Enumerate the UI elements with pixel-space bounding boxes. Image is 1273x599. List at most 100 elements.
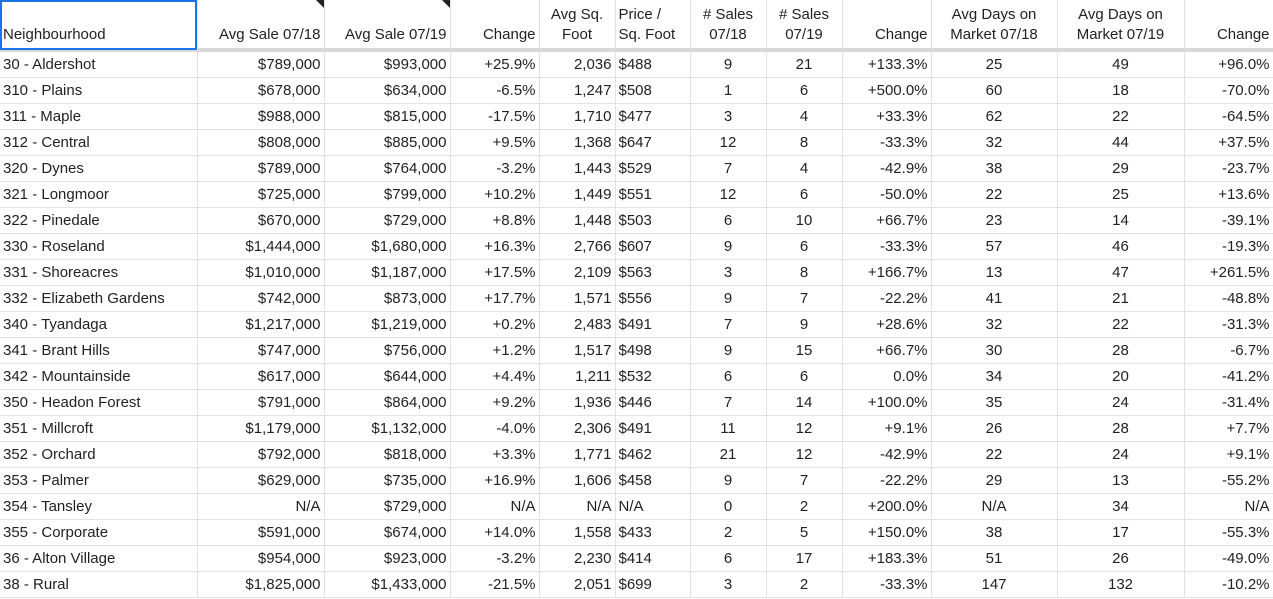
cell-days-on-market-0719[interactable]: 46 bbox=[1057, 233, 1185, 260]
cell-avg-sale-0719[interactable]: $1,433,000 bbox=[324, 571, 451, 598]
cell-days-on-market-0718[interactable]: 147 bbox=[931, 571, 1058, 598]
cell-avg-sale-0719[interactable]: $815,000 bbox=[324, 103, 451, 130]
cell-price-per-sq-foot[interactable]: N/A bbox=[615, 493, 691, 520]
header-avg-sale-0719[interactable]: Avg Sale 07/19 bbox=[324, 0, 451, 52]
cell-sales-count-0718[interactable]: 0 bbox=[690, 493, 767, 520]
cell-days-on-market-0718[interactable]: 51 bbox=[931, 545, 1058, 572]
cell-price-per-sq-foot[interactable]: $477 bbox=[615, 103, 691, 130]
cell-sale-change[interactable]: +8.8% bbox=[450, 207, 540, 234]
cell-avg-sale-0719[interactable]: $1,132,000 bbox=[324, 415, 451, 442]
cell-avg-sq-foot[interactable]: 1,211 bbox=[539, 363, 616, 390]
cell-neighbourhood[interactable]: 340 - Tyandaga bbox=[0, 311, 198, 338]
cell-sales-count-0718[interactable]: 7 bbox=[690, 155, 767, 182]
cell-days-on-market-0718[interactable]: 32 bbox=[931, 129, 1058, 156]
cell-avg-sale-0718[interactable]: $1,825,000 bbox=[197, 571, 325, 598]
cell-avg-sale-0719[interactable]: $1,219,000 bbox=[324, 311, 451, 338]
cell-avg-sq-foot[interactable]: 1,771 bbox=[539, 441, 616, 468]
cell-neighbourhood[interactable]: 330 - Roseland bbox=[0, 233, 198, 260]
cell-avg-sale-0719[interactable]: $764,000 bbox=[324, 155, 451, 182]
cell-days-on-market-change[interactable]: -55.3% bbox=[1184, 519, 1273, 546]
cell-days-on-market-0719[interactable]: 24 bbox=[1057, 441, 1185, 468]
cell-price-per-sq-foot[interactable]: $414 bbox=[615, 545, 691, 572]
cell-days-on-market-0718[interactable]: 38 bbox=[931, 155, 1058, 182]
cell-days-on-market-0718[interactable]: 41 bbox=[931, 285, 1058, 312]
cell-sales-count-change[interactable]: -33.3% bbox=[842, 233, 932, 260]
cell-sales-count-change[interactable]: +500.0% bbox=[842, 77, 932, 104]
cell-price-per-sq-foot[interactable]: $491 bbox=[615, 415, 691, 442]
cell-avg-sq-foot[interactable]: 1,247 bbox=[539, 77, 616, 104]
cell-avg-sale-0719[interactable]: $1,680,000 bbox=[324, 233, 451, 260]
cell-sales-count-change[interactable]: +200.0% bbox=[842, 493, 932, 520]
cell-days-on-market-0719[interactable]: 21 bbox=[1057, 285, 1185, 312]
cell-sale-change[interactable]: +17.7% bbox=[450, 285, 540, 312]
cell-avg-sale-0719[interactable]: $799,000 bbox=[324, 181, 451, 208]
cell-avg-sq-foot[interactable]: 1,448 bbox=[539, 207, 616, 234]
cell-sales-count-0719[interactable]: 2 bbox=[766, 571, 843, 598]
cell-days-on-market-0718[interactable]: 26 bbox=[931, 415, 1058, 442]
cell-days-on-market-change[interactable]: +7.7% bbox=[1184, 415, 1273, 442]
cell-price-per-sq-foot[interactable]: $433 bbox=[615, 519, 691, 546]
cell-neighbourhood[interactable]: 331 - Shoreacres bbox=[0, 259, 198, 286]
cell-neighbourhood[interactable]: 311 - Maple bbox=[0, 103, 198, 130]
cell-sales-count-0719[interactable]: 7 bbox=[766, 467, 843, 494]
cell-sales-count-0719[interactable]: 9 bbox=[766, 311, 843, 338]
cell-sales-count-0718[interactable]: 9 bbox=[690, 285, 767, 312]
cell-avg-sq-foot[interactable]: 2,483 bbox=[539, 311, 616, 338]
cell-days-on-market-0719[interactable]: 34 bbox=[1057, 493, 1185, 520]
cell-sales-count-change[interactable]: -50.0% bbox=[842, 181, 932, 208]
cell-sales-count-0718[interactable]: 12 bbox=[690, 129, 767, 156]
cell-avg-sale-0719[interactable]: $735,000 bbox=[324, 467, 451, 494]
cell-sales-count-0719[interactable]: 2 bbox=[766, 493, 843, 520]
cell-sales-count-change[interactable]: +66.7% bbox=[842, 207, 932, 234]
cell-neighbourhood[interactable]: 332 - Elizabeth Gardens bbox=[0, 285, 198, 312]
cell-days-on-market-0719[interactable]: 22 bbox=[1057, 311, 1185, 338]
cell-sale-change[interactable]: +10.2% bbox=[450, 181, 540, 208]
cell-sales-count-0719[interactable]: 6 bbox=[766, 233, 843, 260]
cell-sales-count-0718[interactable]: 6 bbox=[690, 545, 767, 572]
cell-days-on-market-change[interactable]: -39.1% bbox=[1184, 207, 1273, 234]
cell-price-per-sq-foot[interactable]: $503 bbox=[615, 207, 691, 234]
cell-sales-count-0718[interactable]: 2 bbox=[690, 519, 767, 546]
cell-avg-sale-0719[interactable]: $729,000 bbox=[324, 493, 451, 520]
cell-avg-sale-0718[interactable]: $792,000 bbox=[197, 441, 325, 468]
cell-sales-count-change[interactable]: -42.9% bbox=[842, 441, 932, 468]
cell-days-on-market-0719[interactable]: 14 bbox=[1057, 207, 1185, 234]
cell-neighbourhood[interactable]: 353 - Palmer bbox=[0, 467, 198, 494]
cell-days-on-market-0718[interactable]: 13 bbox=[931, 259, 1058, 286]
cell-avg-sale-0718[interactable]: $808,000 bbox=[197, 129, 325, 156]
cell-sales-count-0719[interactable]: 12 bbox=[766, 415, 843, 442]
cell-sales-count-0718[interactable]: 11 bbox=[690, 415, 767, 442]
cell-neighbourhood[interactable]: 354 - Tansley bbox=[0, 493, 198, 520]
cell-sale-change[interactable]: +17.5% bbox=[450, 259, 540, 286]
cell-price-per-sq-foot[interactable]: $551 bbox=[615, 181, 691, 208]
cell-days-on-market-change[interactable]: -10.2% bbox=[1184, 571, 1273, 598]
cell-neighbourhood[interactable]: 36 - Alton Village bbox=[0, 545, 198, 572]
cell-days-on-market-0719[interactable]: 25 bbox=[1057, 181, 1185, 208]
cell-sales-count-0719[interactable]: 17 bbox=[766, 545, 843, 572]
cell-days-on-market-0718[interactable]: 32 bbox=[931, 311, 1058, 338]
cell-days-on-market-0719[interactable]: 17 bbox=[1057, 519, 1185, 546]
cell-avg-sq-foot[interactable]: 2,766 bbox=[539, 233, 616, 260]
cell-days-on-market-0718[interactable]: 35 bbox=[931, 389, 1058, 416]
cell-avg-sale-0718[interactable]: N/A bbox=[197, 493, 325, 520]
cell-avg-sq-foot[interactable]: 2,306 bbox=[539, 415, 616, 442]
cell-price-per-sq-foot[interactable]: $699 bbox=[615, 571, 691, 598]
cell-avg-sq-foot[interactable]: 1,571 bbox=[539, 285, 616, 312]
cell-avg-sale-0718[interactable]: $591,000 bbox=[197, 519, 325, 546]
cell-price-per-sq-foot[interactable]: $498 bbox=[615, 337, 691, 364]
cell-neighbourhood[interactable]: 351 - Millcroft bbox=[0, 415, 198, 442]
cell-sale-change[interactable]: +16.9% bbox=[450, 467, 540, 494]
cell-price-per-sq-foot[interactable]: $563 bbox=[615, 259, 691, 286]
cell-days-on-market-0719[interactable]: 13 bbox=[1057, 467, 1185, 494]
cell-days-on-market-change[interactable]: -31.4% bbox=[1184, 389, 1273, 416]
cell-sale-change[interactable]: +9.5% bbox=[450, 129, 540, 156]
cell-days-on-market-0718[interactable]: 34 bbox=[931, 363, 1058, 390]
cell-sales-count-0718[interactable]: 3 bbox=[690, 259, 767, 286]
cell-avg-sq-foot[interactable]: 2,109 bbox=[539, 259, 616, 286]
cell-sales-count-0719[interactable]: 7 bbox=[766, 285, 843, 312]
cell-sales-count-0719[interactable]: 4 bbox=[766, 155, 843, 182]
cell-sale-change[interactable]: -3.2% bbox=[450, 155, 540, 182]
cell-days-on-market-0719[interactable]: 18 bbox=[1057, 77, 1185, 104]
cell-avg-sq-foot[interactable]: 2,230 bbox=[539, 545, 616, 572]
cell-avg-sale-0719[interactable]: $1,187,000 bbox=[324, 259, 451, 286]
